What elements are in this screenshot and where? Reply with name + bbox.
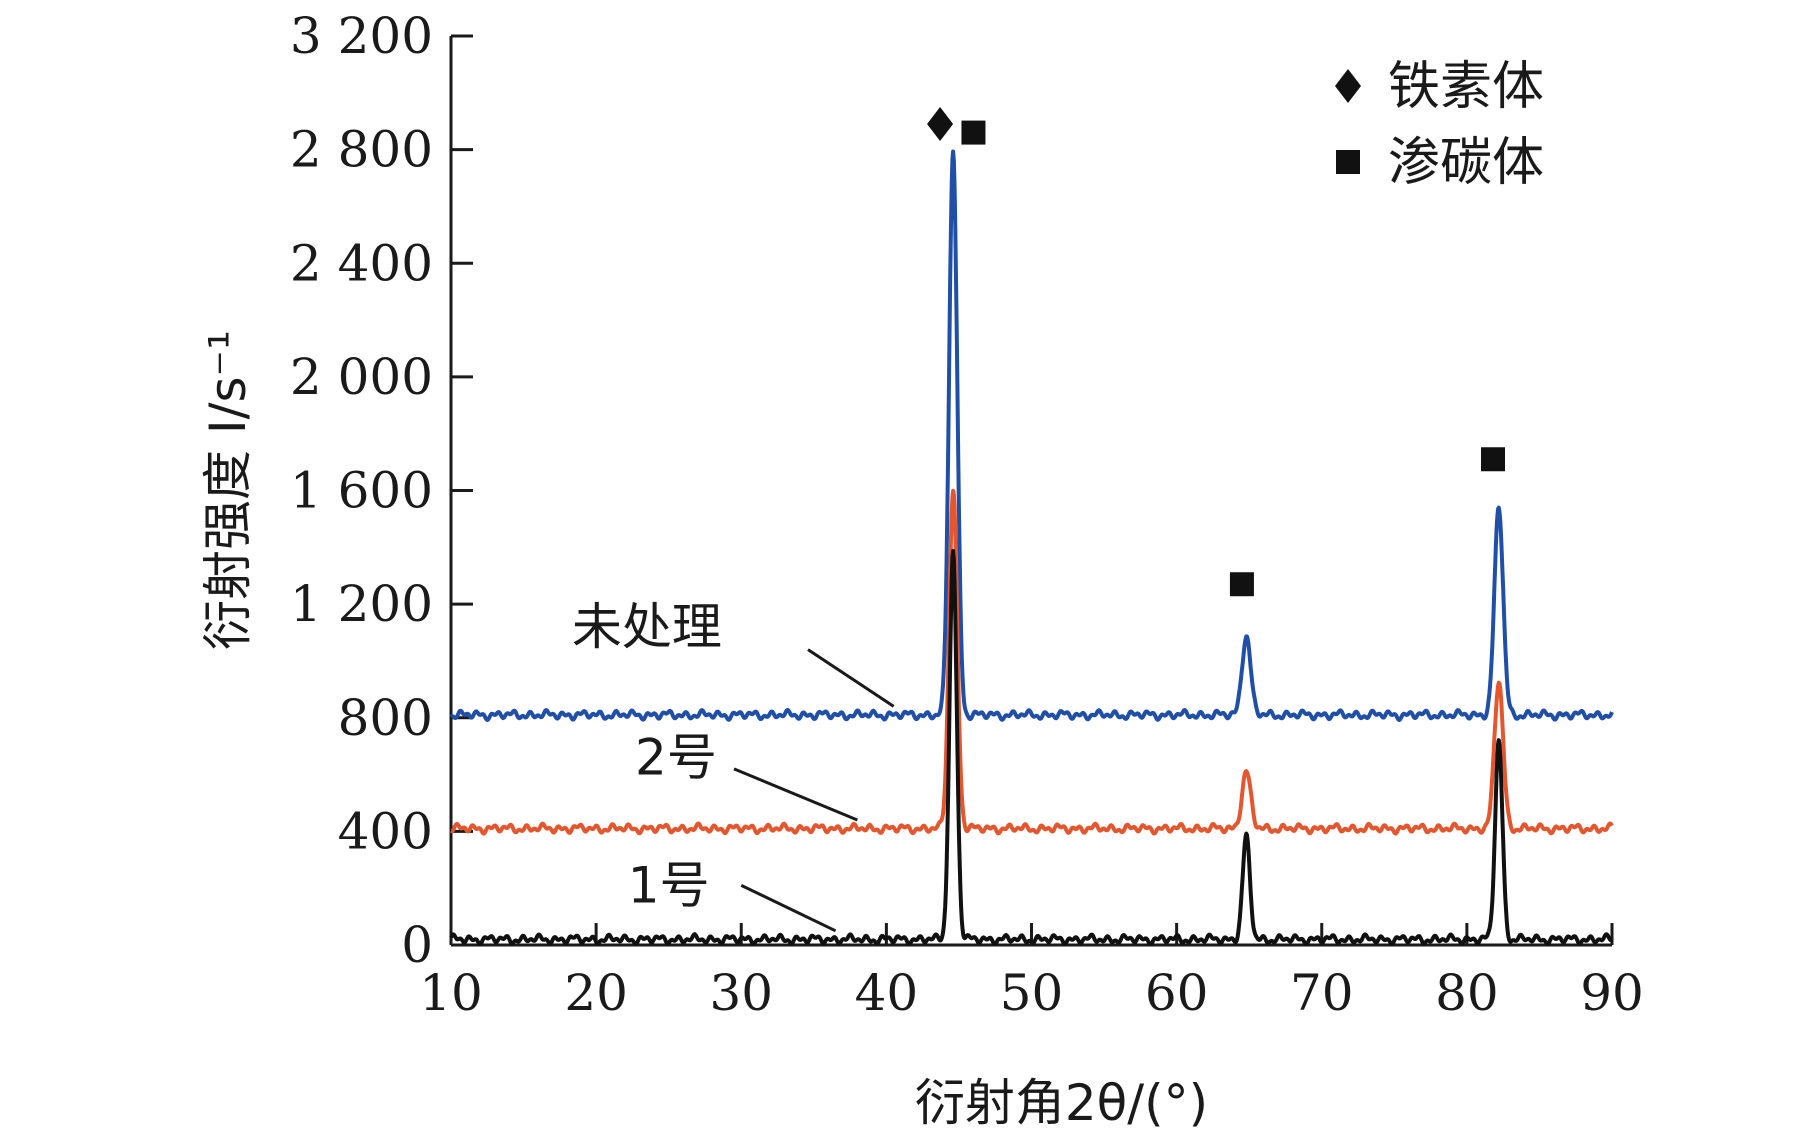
ferrite-peak-marker bbox=[927, 107, 954, 142]
x-tick-label: 20 bbox=[564, 964, 628, 1022]
y-tick-label: 1 200 bbox=[290, 575, 433, 633]
y-tick-label: 0 bbox=[401, 916, 433, 974]
y-tick-label: 800 bbox=[338, 689, 433, 747]
annotation-layer bbox=[927, 107, 1505, 597]
series-line bbox=[449, 149, 1614, 722]
series-label: 1号 bbox=[628, 856, 710, 914]
series-label-leader bbox=[733, 767, 858, 822]
series-label: 2号 bbox=[635, 729, 717, 787]
y-axis-title: 衍射强度 I/s⁻¹ bbox=[199, 330, 257, 650]
cementite-peak-marker bbox=[1480, 447, 1505, 472]
x-tick-label: 60 bbox=[1145, 964, 1209, 1022]
series-line bbox=[449, 548, 1614, 947]
x-axis-title: 衍射角2θ/(°) bbox=[915, 1074, 1208, 1132]
x-tick-label: 40 bbox=[855, 964, 919, 1022]
series-label-leader bbox=[740, 883, 837, 933]
cementite-peak-marker bbox=[961, 120, 986, 145]
y-tick-label: 2 400 bbox=[290, 234, 433, 292]
x-tick-label: 10 bbox=[419, 964, 483, 1022]
y-tick-label: 2 800 bbox=[290, 121, 433, 179]
series-line bbox=[449, 488, 1614, 836]
legend-label: 铁素体 bbox=[1388, 57, 1544, 117]
ferrite-legend-icon bbox=[1335, 69, 1361, 103]
cementite-legend-icon bbox=[1336, 150, 1360, 174]
legend-label: 渗碳体 bbox=[1388, 133, 1544, 193]
axes: 0 400 800 1 200 1 600 2 000 2 400 2 800 3 200 10 2… bbox=[290, 7, 1644, 1022]
x-tick-label: 30 bbox=[709, 964, 773, 1022]
y-tick-label: 400 bbox=[338, 802, 433, 860]
y-tick-label: 3 200 bbox=[290, 7, 433, 65]
cementite-peak-marker bbox=[1229, 572, 1254, 597]
y-tick-label: 2 000 bbox=[290, 348, 433, 406]
series-layer bbox=[449, 149, 1614, 947]
x-tick-label: 50 bbox=[1000, 964, 1064, 1022]
x-tick-label: 80 bbox=[1435, 964, 1499, 1022]
x-tick-label: 90 bbox=[1580, 964, 1644, 1022]
x-tick-label: 70 bbox=[1290, 964, 1354, 1022]
y-tick-label: 1 600 bbox=[290, 462, 433, 520]
series-label-leader bbox=[807, 648, 895, 708]
series-label-layer: 未处理 2号 1号 bbox=[572, 598, 895, 933]
series-label: 未处理 bbox=[572, 598, 722, 656]
